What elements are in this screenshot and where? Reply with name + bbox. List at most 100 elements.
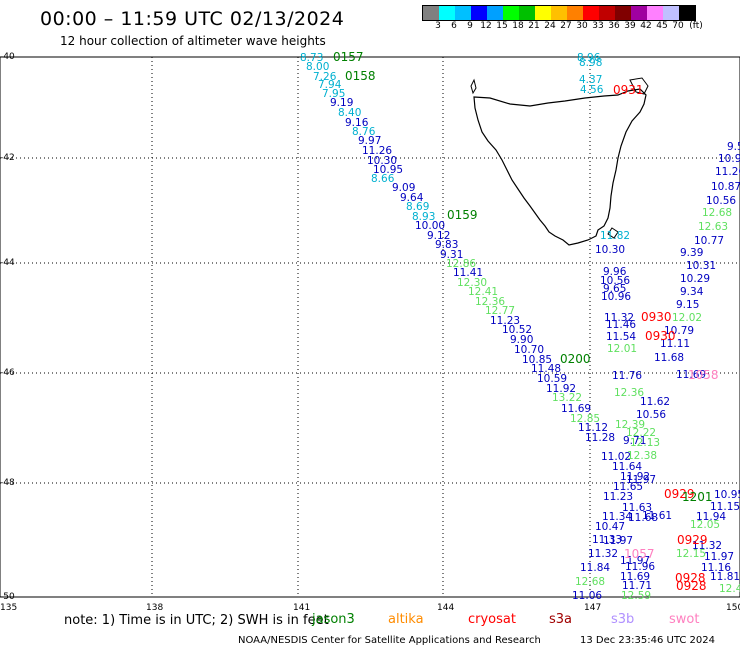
- pass-time-label: 1058: [688, 368, 719, 382]
- legend-tick: 45: [656, 21, 668, 31]
- track-a-value: 9.83: [435, 239, 459, 251]
- longitude-label: 138: [146, 603, 164, 613]
- track-a-value: 7.26: [313, 71, 337, 83]
- satellite-label: cryosat: [468, 612, 516, 627]
- legend-swatch: [423, 6, 439, 20]
- gridlines: [0, 57, 740, 597]
- legend-swatch: [535, 6, 551, 20]
- track-a-value: 11.92: [546, 383, 577, 395]
- satellite-label: swot: [669, 612, 700, 627]
- track-b-value: 9.65: [603, 283, 627, 295]
- track-c-value: 12.4: [719, 583, 740, 595]
- track-a-value: 11.64: [612, 461, 643, 473]
- legend-swatch: [503, 6, 519, 20]
- latitude-label: -40: [0, 52, 15, 62]
- track-c-value: 11.26: [715, 166, 740, 178]
- track-a-value: 8.00: [306, 61, 330, 73]
- track-a-value: 12.68: [575, 576, 606, 588]
- track-c-value: 12.68: [702, 207, 733, 219]
- track-c-value: 10.29: [680, 273, 711, 285]
- legend-tick: (ft): [689, 21, 703, 31]
- track-a-value: 11.26: [362, 145, 393, 157]
- legend-tick: 3: [435, 21, 441, 31]
- track-a-value: 8.93: [412, 211, 436, 223]
- track-a-value: 11.28: [585, 432, 616, 444]
- satellite-label: s3a: [549, 612, 573, 627]
- track-a-value: 8.40: [338, 107, 362, 119]
- track-c-value: 10.31: [686, 260, 717, 272]
- legend-swatch: [615, 6, 631, 20]
- track-a-value: 10.95: [373, 164, 404, 176]
- track-b-value: 10.30: [595, 244, 626, 256]
- pass-time-label: 0159: [447, 208, 478, 222]
- track-a-value: 10.59: [537, 373, 568, 385]
- track-a-value: 12.30: [457, 277, 488, 289]
- track-a-value: 9.97: [358, 135, 382, 147]
- track-c-value: 11.81: [710, 571, 740, 583]
- track-c-value: 11.62: [640, 396, 671, 408]
- track-a-value: 11.23: [490, 315, 521, 327]
- pass-time-label: 0929: [664, 487, 695, 501]
- longitude-label: 144: [437, 603, 455, 613]
- track-a-value: 9.31: [440, 249, 464, 261]
- pass-time-label: 0928: [675, 571, 706, 585]
- legend-swatch: [599, 6, 615, 20]
- legend-tick: 24: [544, 21, 556, 31]
- track-c-value: 12.63: [698, 221, 729, 233]
- map-frame: [0, 56, 740, 598]
- legend-tick: 21: [528, 21, 540, 31]
- legend-tick: 18: [512, 21, 524, 31]
- track-c-value: 11.16: [701, 562, 732, 574]
- track-a-value: 9.90: [510, 334, 534, 346]
- pass-time-label: 0928: [676, 579, 707, 593]
- legend-swatch: [631, 6, 647, 20]
- track-b-value: 11.97: [620, 555, 651, 567]
- track-b-value: 9.71: [623, 435, 647, 447]
- track-a-value: 7.94: [318, 79, 342, 91]
- track-b-value: 11.68: [628, 512, 659, 524]
- track-a-value: 10.47: [595, 521, 626, 533]
- track-b-value: 11.46: [606, 319, 637, 331]
- track-a-value: 9.12: [427, 230, 451, 242]
- track-c-value: 11.69: [676, 369, 707, 381]
- track-c-value: 11.15: [710, 501, 740, 513]
- track-a-value: 10.85: [522, 354, 553, 366]
- legend-tick: 30: [576, 21, 588, 31]
- legend-tick: 39: [624, 21, 636, 31]
- track-a-value: 11.12: [578, 422, 609, 434]
- track-a-value: 8.76: [352, 126, 376, 138]
- track-c-value: 12.05: [690, 519, 721, 531]
- page-title: 00:00 – 11:59 UTC 02/13/2024: [40, 8, 345, 30]
- track-b-value: 11.32: [604, 312, 635, 324]
- legend-tick: 27: [560, 21, 572, 31]
- track-a-value: 12.41: [468, 286, 499, 298]
- track-a-value: 10.70: [514, 344, 545, 356]
- track-c-value: 10.87: [711, 181, 740, 193]
- legend-tick: 6: [451, 21, 457, 31]
- track-a-value: 11.92: [620, 471, 651, 483]
- legend-swatch: [519, 6, 535, 20]
- track-a-value: 10.30: [367, 155, 398, 167]
- track-b-value: 11.71: [622, 580, 653, 592]
- latitude-label: -50: [0, 592, 15, 602]
- track-c-value: 11.32: [692, 540, 723, 552]
- pass-time-label: 0931: [613, 83, 644, 97]
- track-a-value: 8.73: [300, 52, 324, 64]
- track-b-value: 12.22: [626, 427, 657, 439]
- track-a-value: 9.19: [330, 97, 354, 109]
- track-a-value: 11.41: [453, 267, 484, 279]
- track-a-value: 11.02: [601, 451, 632, 463]
- track-a-value: 7.95: [322, 88, 346, 100]
- longitude-label: 150: [726, 603, 740, 613]
- legend-tick: 70: [672, 21, 684, 31]
- track-b-value: 12.36: [614, 387, 645, 399]
- page-subtitle: 12 hour collection of altimeter wave hei…: [60, 34, 326, 48]
- track-a-value: 10.00: [415, 220, 446, 232]
- track-a-value: 9.16: [345, 117, 369, 129]
- track-a-value: 11.84: [580, 562, 611, 574]
- track-c-value: 10.56: [636, 409, 667, 421]
- pass-time-label: 0929: [677, 533, 708, 547]
- track-b-value: 11.61: [642, 510, 673, 522]
- track-b-value: 11.97: [603, 535, 634, 547]
- track-a-value: 13.22: [552, 392, 583, 404]
